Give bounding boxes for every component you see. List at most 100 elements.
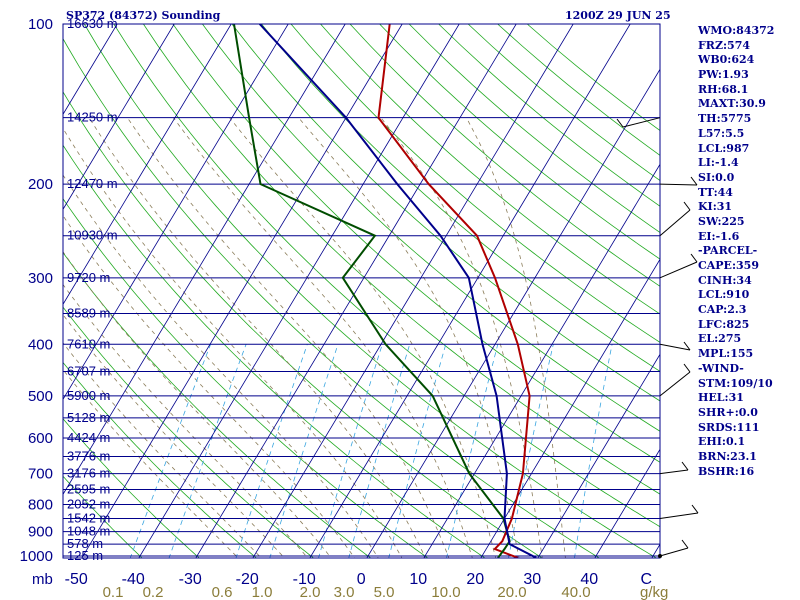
height-label: 16630 m: [67, 16, 118, 31]
wind-barb-feather: [683, 341, 691, 351]
wind-barb-feather: [690, 253, 698, 263]
mixing-ratio-label: 0.1: [103, 584, 124, 600]
height-label: 8589 m: [67, 305, 110, 320]
temperature-tick-label: -20: [236, 571, 259, 588]
mixing-ratio-unit: g/kg: [640, 584, 668, 600]
mixing-ratio-label: 5.0: [374, 584, 395, 600]
mixing-ratio-line: [348, 344, 411, 558]
dry-adiabat: [261, 24, 660, 372]
height-label: 5900 m: [67, 388, 110, 403]
dry-adiabat: [83, 24, 658, 558]
dry-adiabat: [63, 144, 486, 558]
index-item: STM:109/10: [698, 376, 773, 390]
index-item: TT:44: [698, 185, 733, 199]
dry-adiabat: [320, 24, 660, 315]
index-item: FRZ:574: [698, 38, 751, 52]
wind-barb-feather: [616, 118, 624, 128]
pressure-tick-label: 300: [28, 270, 53, 287]
temperature-tick-label: 30: [523, 571, 541, 588]
index-item: HEL:31: [698, 391, 744, 405]
temperature-tick-label: 40: [580, 571, 598, 588]
index-item: EI:-1.6: [698, 229, 740, 243]
height-label: 125 m: [67, 548, 103, 563]
x-axis-prefix: mb: [32, 571, 53, 588]
temperature-tick-label: -50: [65, 571, 88, 588]
dry-adiabat: [63, 91, 543, 558]
mixing-ratio-label: 3.0: [334, 584, 355, 600]
dry-adiabat: [63, 361, 257, 558]
index-item: TH:5775: [698, 112, 752, 126]
pressure-tick-label: 800: [28, 496, 53, 513]
wind-barb: [622, 117, 661, 128]
mixing-ratio-label: 0.2: [143, 584, 164, 600]
wind-calm-marker: [658, 554, 662, 558]
dry-adiabat: [172, 24, 660, 463]
height-label: 3176 m: [67, 466, 110, 481]
height-label: 1542 m: [67, 510, 110, 525]
wind-barb: [659, 512, 699, 519]
isotherm: [81, 24, 403, 558]
pressure-tick-label: 500: [28, 388, 53, 405]
height-label: 578 m: [67, 536, 103, 551]
wind-barb-feather: [683, 201, 691, 211]
height-label: 6707 m: [67, 364, 110, 379]
mixing-ratio-label: 10.0: [431, 584, 460, 600]
wind-barb: [659, 261, 698, 279]
mixing-ratio-line: [388, 344, 447, 558]
pressure-tick-label: 1000: [20, 548, 53, 565]
height-label: 3776 m: [67, 448, 110, 463]
height-label: 14250 m: [67, 110, 118, 125]
chart-title: SP372 (84372) Sounding: [66, 9, 221, 22]
wind-barb-feather: [690, 176, 698, 186]
index-item: BRN:23.1: [698, 449, 757, 463]
wind-barb-feather: [681, 539, 689, 549]
isotherm: [63, 24, 232, 306]
temperature-profile: [377, 24, 531, 558]
mixing-ratio-line: [129, 344, 211, 558]
isotherm: [138, 24, 460, 558]
moist-adiabat: [380, 117, 543, 558]
wind-barb: [659, 343, 691, 351]
isotherm: [63, 24, 175, 211]
plot-frame: [62, 23, 661, 559]
isotherm: [252, 24, 574, 558]
pressure-tick-label: 700: [28, 466, 53, 483]
index-item: CAP:2.3: [698, 303, 747, 317]
index-item: EL:275: [698, 332, 742, 346]
height-label: 2052 m: [67, 496, 110, 511]
mixing-ratio-label: 40.0: [561, 584, 590, 600]
isotherm: [309, 24, 631, 558]
wind-barb: [659, 371, 691, 397]
height-label: 5128 m: [67, 410, 110, 425]
isotherm: [366, 68, 660, 558]
index-item: -PARCEL-: [698, 244, 758, 258]
temperature-tick-label: C: [640, 571, 652, 588]
wind-barb: [659, 209, 691, 237]
temperature-tick-label: 10: [409, 571, 427, 588]
index-item: MPL:155: [698, 347, 754, 361]
index-item: LI:-1.4: [698, 156, 739, 170]
moist-adiabat: [63, 214, 356, 558]
temperature-tick-label: -40: [122, 571, 145, 588]
mixing-ratio-label: 1.0: [252, 584, 273, 600]
dry-adiabat: [290, 24, 660, 343]
height-label: 2595 m: [67, 482, 110, 497]
dry-adiabat: [379, 24, 660, 260]
index-item: PW:1.93: [698, 68, 749, 82]
index-item: -WIND-: [698, 361, 744, 375]
dry-adiabat: [63, 198, 429, 558]
isotherm: [63, 24, 289, 401]
mixing-ratio-line: [318, 344, 383, 558]
dry-adiabat: [63, 475, 143, 558]
index-item: L57:5.5: [698, 126, 745, 140]
dry-adiabat: [349, 24, 660, 287]
isotherm: [63, 24, 346, 496]
wind-barb-feather: [681, 461, 689, 471]
temperature-tick-label: 0: [357, 571, 366, 588]
pressure-tick-label: 100: [28, 16, 53, 33]
isotherm: [0, 24, 60, 567]
chart-datetime: 1200Z 29 JUN 25: [565, 9, 671, 22]
mixing-ratio-label: 0.6: [212, 584, 233, 600]
mixing-ratio-line: [508, 344, 554, 558]
